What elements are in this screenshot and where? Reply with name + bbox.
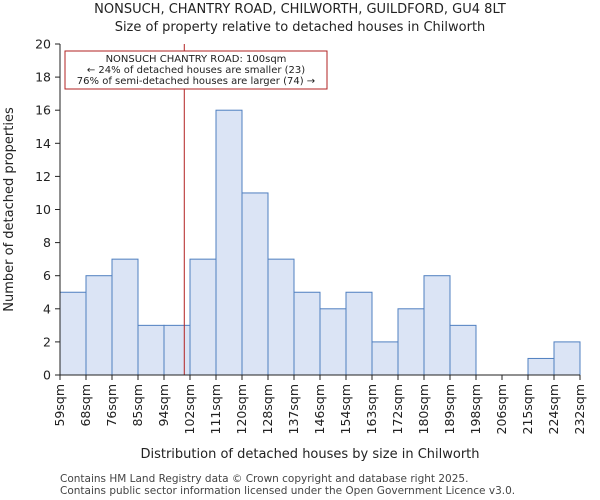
- x-tick-label: 232sqm: [572, 384, 587, 434]
- y-tick-label: 2: [43, 334, 51, 349]
- bar-180sqm: [423, 275, 451, 376]
- y-tick-label: 4: [43, 301, 51, 316]
- annotation-line-2: ← 24% of detached houses are smaller (23…: [87, 65, 305, 76]
- x-tick-label: 163sqm: [364, 384, 379, 434]
- bar-224sqm: [553, 341, 581, 376]
- y-tick-label: 0: [43, 368, 51, 383]
- x-tick-label: 102sqm: [182, 384, 197, 434]
- bar-111sqm: [215, 109, 243, 376]
- annotation-box: NONSUCH CHANTRY ROAD: 100sqm ← 24% of de…: [64, 50, 328, 90]
- y-tick-label: 14: [35, 136, 51, 151]
- x-axis-label: Distribution of detached houses by size …: [140, 447, 479, 462]
- x-tick-label: 215sqm: [520, 384, 535, 434]
- x-tick-label: 68sqm: [78, 384, 93, 427]
- bar-102sqm: [189, 258, 217, 376]
- bar-146sqm: [319, 308, 347, 376]
- y-axis-label: Number of detached properties: [2, 107, 17, 312]
- annotation-border: [64, 50, 328, 90]
- bar-85sqm: [137, 324, 165, 376]
- y-tick-label: 20: [35, 37, 51, 52]
- bar-120sqm: [241, 192, 269, 376]
- bar-163sqm: [371, 341, 399, 376]
- bar-68sqm: [85, 275, 113, 376]
- x-tick-label: 128sqm: [260, 384, 275, 434]
- y-tick-label: 12: [35, 169, 51, 184]
- annotation-line-3: 76% of semi-detached houses are larger (…: [77, 76, 315, 87]
- x-tick-label: 120sqm: [234, 384, 249, 434]
- y-tick-label: 6: [43, 268, 51, 283]
- y-tick-label: 8: [43, 235, 51, 250]
- annotation-line-1: NONSUCH CHANTRY ROAD: 100sqm: [106, 54, 287, 65]
- bar-189sqm: [449, 324, 477, 376]
- x-tick-label: 76sqm: [104, 384, 119, 427]
- y-tick-label: 16: [35, 103, 51, 118]
- y-tick-label: 18: [35, 70, 51, 85]
- x-tick-label: 137sqm: [286, 384, 301, 434]
- bar-154sqm: [345, 291, 373, 376]
- bar-94sqm: [163, 324, 191, 376]
- bar-59sqm: [59, 291, 87, 376]
- y-tick-label: 10: [35, 202, 51, 217]
- x-axis-ticks: 59sqm 68sqm 76sqm 85sqm 94sqm 102sqm 111sqm 120…: [52, 375, 587, 434]
- bar-137sqm: [293, 291, 321, 376]
- footer-line-1: Contains HM Land Registry data © Crown c…: [60, 473, 468, 485]
- x-tick-label: 94sqm: [156, 384, 171, 427]
- x-tick-label: 59sqm: [52, 384, 67, 427]
- x-tick-label: 172sqm: [390, 384, 405, 434]
- bar-215sqm: [527, 357, 555, 376]
- x-tick-label: 180sqm: [416, 384, 431, 434]
- y-axis-ticks: 0 2 4 6 8 10 12 14 16 18 20: [35, 37, 60, 383]
- x-tick-label: 224sqm: [546, 384, 561, 434]
- x-tick-label: 111sqm: [208, 384, 223, 434]
- bar-128sqm: [267, 258, 295, 376]
- chart-title: NONSUCH, CHANTRY ROAD, CHILWORTH, GUILDF…: [94, 2, 506, 17]
- x-tick-label: 146sqm: [312, 384, 327, 434]
- x-tick-label: 198sqm: [468, 384, 483, 434]
- x-tick-label: 206sqm: [494, 384, 509, 434]
- x-tick-label: 154sqm: [338, 384, 353, 434]
- bar-76sqm: [111, 258, 139, 376]
- x-tick-label: 189sqm: [442, 384, 457, 434]
- footer-line-2: Contains public sector information licen…: [60, 485, 515, 497]
- bars-group: [59, 109, 581, 376]
- chart-subtitle: Size of property relative to detached ho…: [115, 20, 486, 35]
- x-tick-label: 85sqm: [130, 384, 145, 427]
- bar-172sqm: [397, 308, 425, 376]
